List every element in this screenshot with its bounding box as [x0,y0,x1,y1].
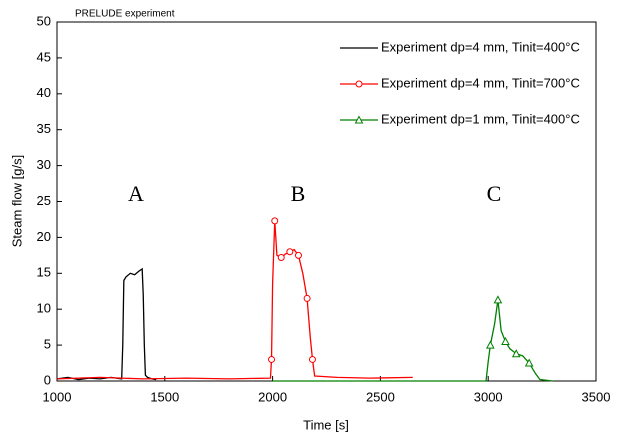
y-tick-label: 30 [37,157,51,172]
marker [354,115,364,124]
x-tick-label: 2000 [258,389,287,404]
y-tick-label: 40 [37,85,51,100]
marker [303,294,311,302]
y-tick-label: 20 [37,229,51,244]
y-axis-label: Steam flow [g/s] [9,155,24,247]
legend-label: Experiment dp=4 mm, Tinit=700°C [381,75,580,90]
y-tick-label: 45 [37,49,51,64]
series-line [56,267,157,381]
x-tick-label: 1000 [43,389,72,404]
marker [294,251,302,259]
marker [493,295,503,304]
y-tick-label: 35 [37,121,51,136]
marker [277,254,285,262]
x-tick-label: 3000 [474,389,503,404]
marker [501,336,510,346]
x-tick-label: 2500 [366,389,395,404]
marker [355,80,363,88]
marker [511,349,521,358]
annotation: C [487,181,502,206]
annotation: B [291,181,306,206]
marker [286,248,294,256]
x-tick-label: 3500 [582,389,611,404]
x-tick-label: 1500 [150,389,179,404]
marker [268,355,276,363]
y-tick-label: 25 [37,193,51,208]
y-tick-label: 0 [44,372,51,387]
series-line [272,299,553,382]
y-tick-label: 5 [44,337,51,352]
series-line [56,220,413,380]
marker [524,358,534,367]
marker [308,355,316,363]
y-tick-label: 50 [37,13,51,28]
x-axis-label: Time [s] [303,417,349,432]
annotation: A [128,181,144,206]
legend-label: Experiment dp=4 mm, Tinit=400°C [381,39,580,54]
marker [271,217,279,225]
marker [486,340,495,349]
chart-title: PRELUDE experiment [75,9,175,20]
legend-label: Experiment dp=1 mm, Tinit=400°C [381,111,580,126]
y-tick-label: 10 [37,301,51,316]
y-tick-label: 15 [37,265,51,280]
